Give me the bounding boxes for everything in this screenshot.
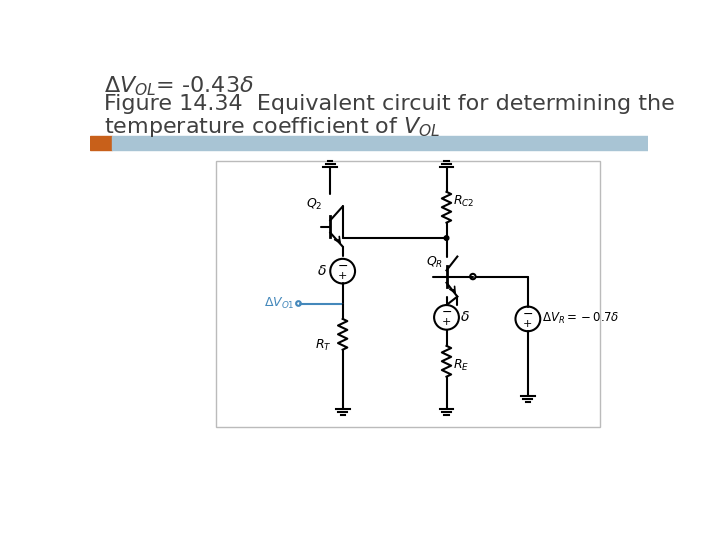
Bar (112, 137, 648, 150)
Text: temperature coefficient of $V_{OL}$: temperature coefficient of $V_{OL}$ (104, 115, 441, 139)
Text: $R_{C2}$: $R_{C2}$ (453, 193, 474, 208)
Bar (216, 161, 600, 427)
Text: $\Delta V_{OL}$= -0.43$\delta$: $\Delta V_{OL}$= -0.43$\delta$ (104, 74, 253, 98)
Text: −: − (523, 307, 533, 320)
Text: +: + (523, 319, 533, 329)
Text: −: − (338, 260, 348, 273)
Circle shape (444, 236, 449, 240)
Text: +: + (338, 271, 347, 281)
Text: $Q_2$: $Q_2$ (306, 198, 323, 213)
Text: $Q_R$: $Q_R$ (426, 255, 443, 270)
Text: −: − (441, 306, 451, 319)
Text: +: + (442, 318, 451, 327)
Text: Figure 14.34  Equivalent circuit for determining the: Figure 14.34 Equivalent circuit for dete… (104, 94, 675, 114)
Text: $\delta$: $\delta$ (461, 310, 470, 325)
Bar (90, 137, 112, 150)
Text: $\Delta V_{O1}$: $\Delta V_{O1}$ (264, 296, 294, 311)
Text: $\Delta V_R = -0.7\delta$: $\Delta V_R = -0.7\delta$ (542, 312, 619, 327)
Text: $R_E$: $R_E$ (453, 357, 469, 373)
Text: $\delta$: $\delta$ (318, 264, 327, 278)
Text: $R_T$: $R_T$ (315, 338, 332, 353)
